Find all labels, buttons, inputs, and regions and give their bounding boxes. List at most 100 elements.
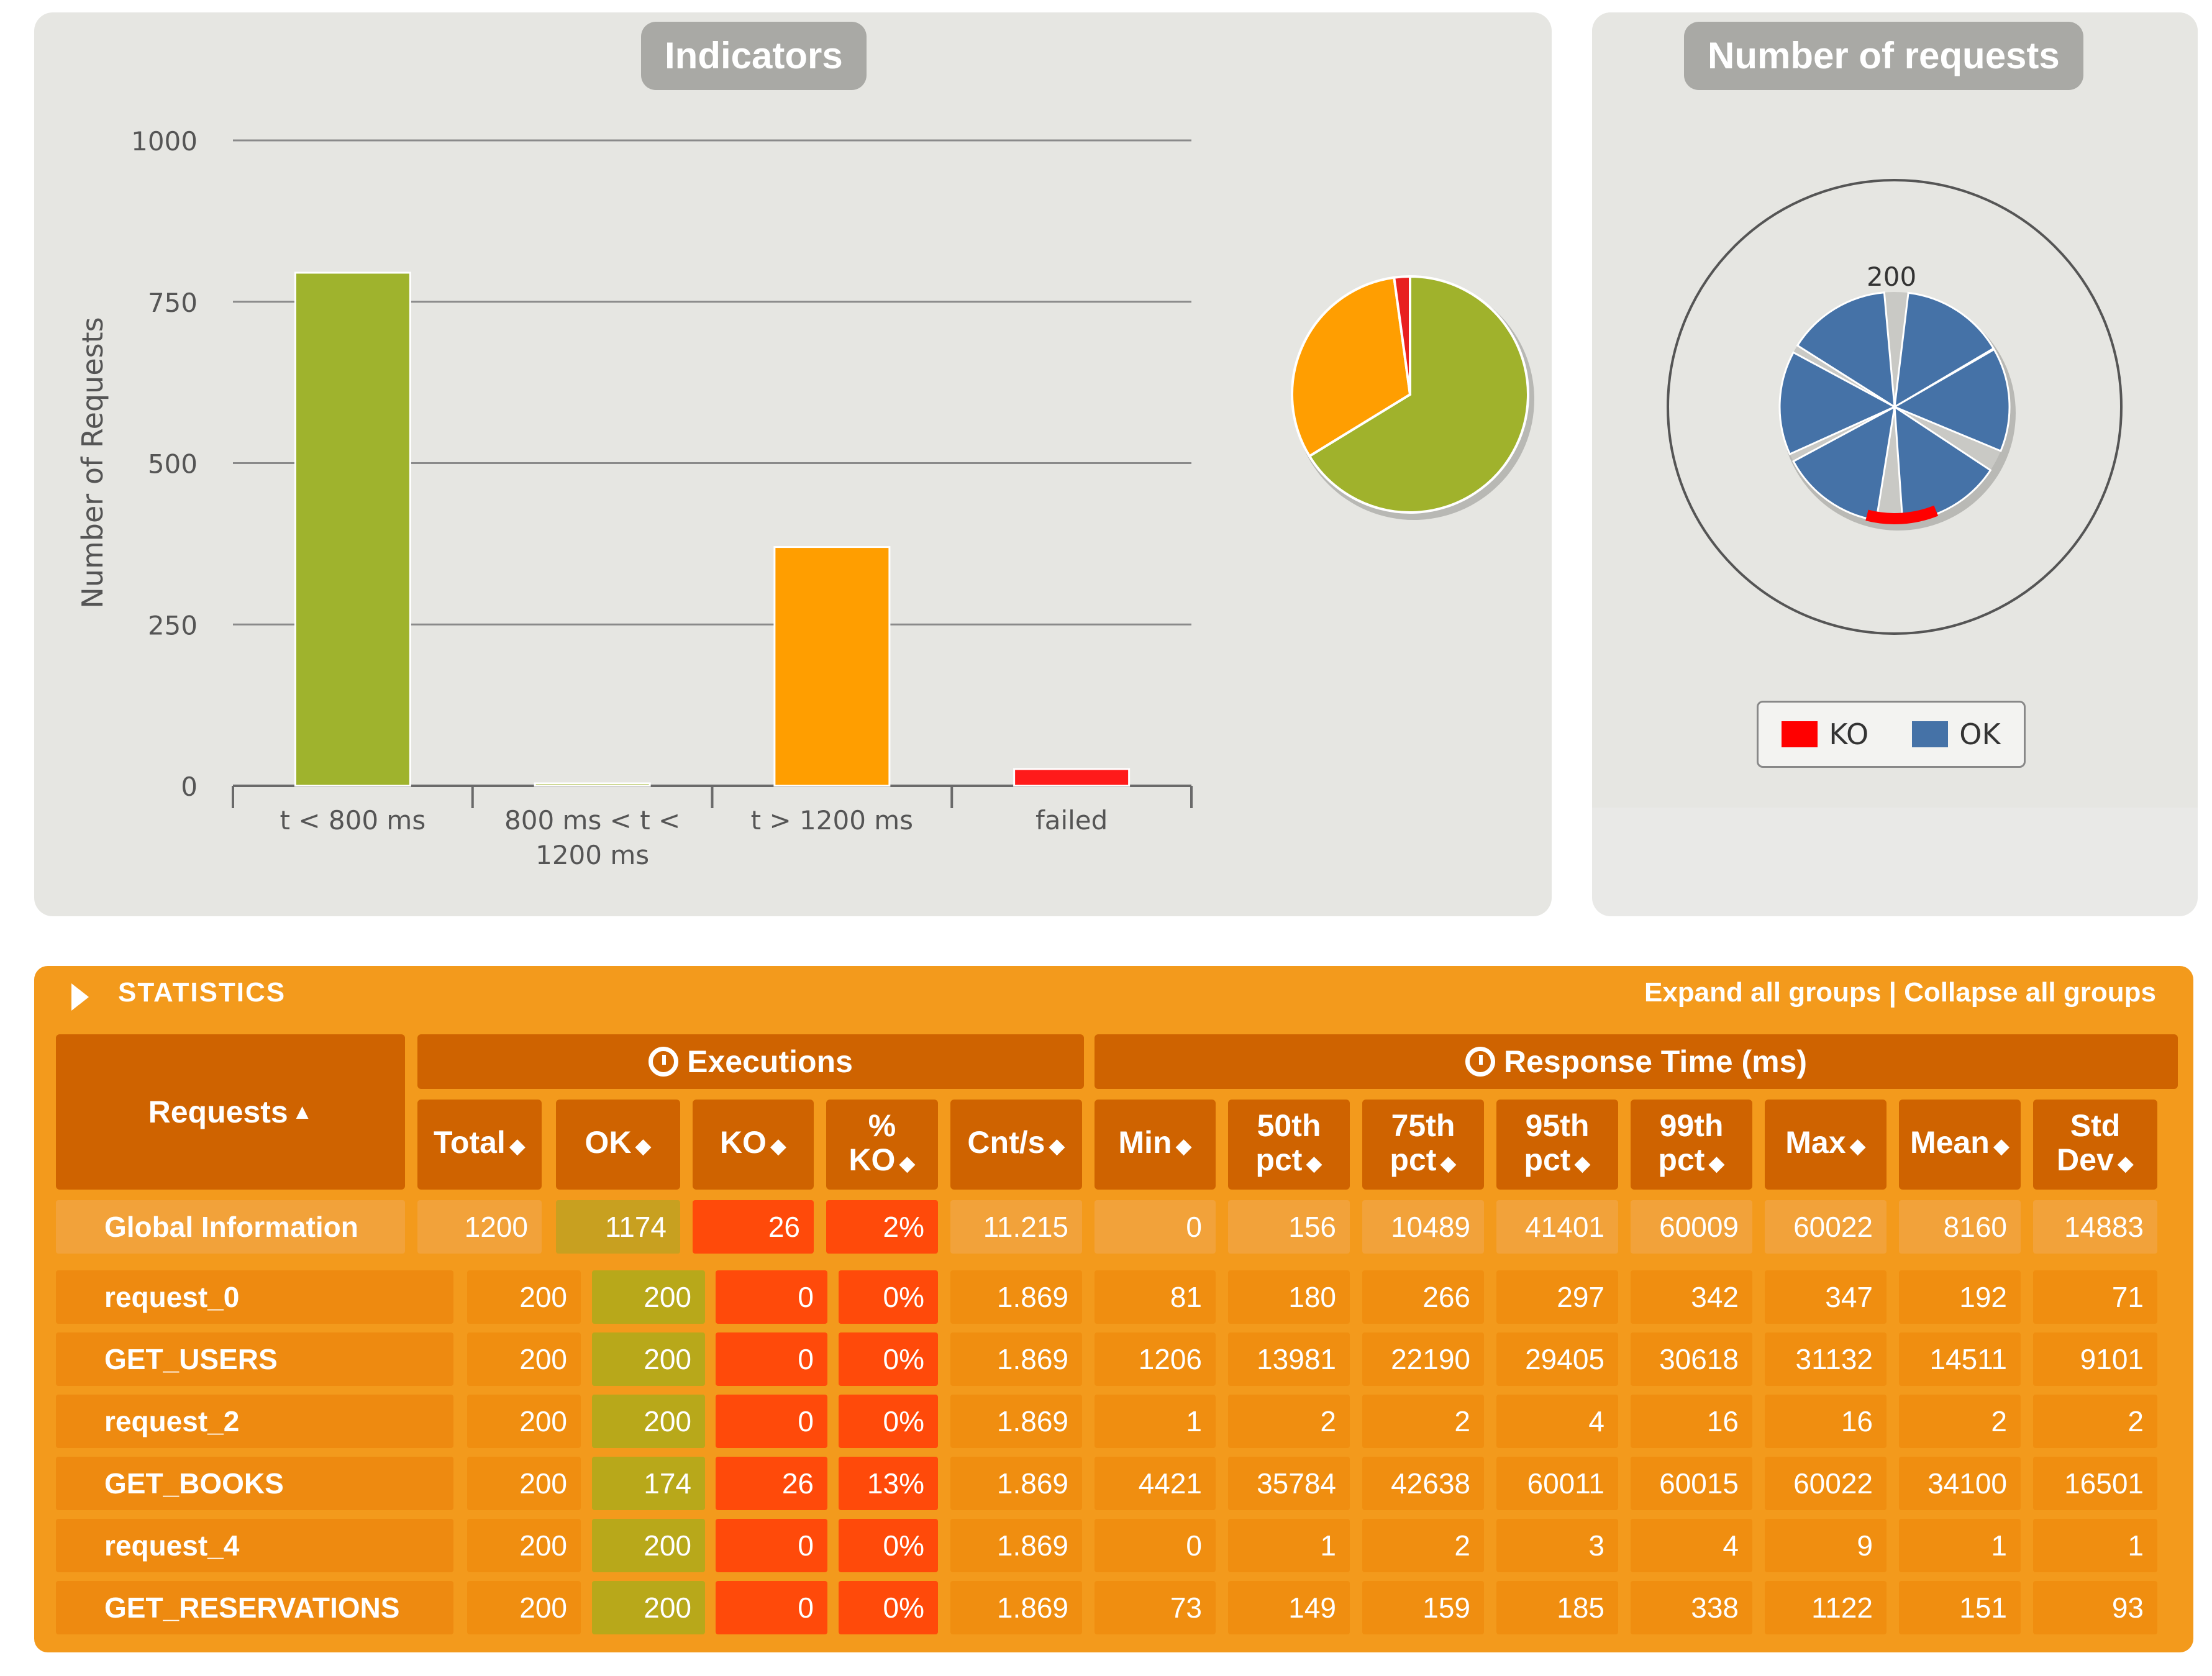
cell-50th-pct: 180 <box>1228 1270 1350 1324</box>
cell-ko: 0 <box>716 1332 827 1386</box>
cell-99th-pct: 342 <box>1631 1270 1752 1324</box>
requests-legend[interactable]: KO OK <box>1757 701 2026 768</box>
column-header-99th-pct[interactable]: 99th pct ◆ <box>1631 1100 1752 1190</box>
collapse-toggle-icon[interactable] <box>71 983 89 1011</box>
cell-cnt-s: 1.869 <box>950 1270 1082 1324</box>
cell-min: 1 <box>1095 1395 1216 1448</box>
column-header-label: Cnt/s <box>967 1125 1045 1160</box>
column-header-50th-pct[interactable]: 50th pct ◆ <box>1228 1100 1350 1190</box>
global-information-row-label[interactable]: Global Information <box>56 1200 405 1254</box>
cell--ko: 0% <box>839 1270 938 1324</box>
pie-slice-0 <box>1308 275 1530 514</box>
cell-cnt-s: 1.869 <box>950 1581 1082 1634</box>
column-header-line: pct ◆ <box>1658 1142 1724 1181</box>
cell-cnt-s: 1.869 <box>950 1395 1082 1448</box>
column-header-line: KO ◆ <box>720 1126 786 1164</box>
statistics-panel: STATISTICS Expand all groups | Collapse … <box>34 966 2193 1652</box>
cell-min: 0 <box>1095 1519 1216 1572</box>
cell-99th-pct: 16 <box>1631 1395 1752 1448</box>
cell-50th-pct: 149 <box>1228 1581 1350 1634</box>
y-tick-label: 1000 <box>131 126 198 157</box>
request-name[interactable]: GET_BOOKS <box>56 1457 453 1510</box>
column-header-cnt-s[interactable]: Cnt/s ◆ <box>950 1100 1082 1190</box>
expand-all-groups-link[interactable]: Expand all groups <box>1644 977 1882 1008</box>
cell-ko: 26 <box>716 1457 827 1510</box>
column-header-std-dev[interactable]: Std Dev ◆ <box>2033 1100 2157 1190</box>
cell-95th-pct: 4 <box>1496 1395 1618 1448</box>
column-header-label: Max <box>1785 1125 1846 1160</box>
x-tick-label: 1200 ms <box>535 840 649 870</box>
request-name[interactable]: request_2 <box>56 1395 453 1448</box>
y-tick-label: 0 <box>181 772 198 802</box>
executions-header: Executions <box>417 1034 1084 1089</box>
cell-max: 60022 <box>1765 1200 1887 1254</box>
cell-std-dev: 16501 <box>2033 1457 2157 1510</box>
sort-icon: ◆ <box>1306 1151 1322 1175</box>
column-header-total[interactable]: Total ◆ <box>417 1100 542 1190</box>
cell-cnt-s: 1.869 <box>950 1457 1082 1510</box>
request-name[interactable]: GET_RESERVATIONS <box>56 1581 453 1634</box>
cell-ok: 200 <box>592 1519 705 1572</box>
cell-75th-pct: 266 <box>1362 1270 1484 1324</box>
column-header-95th-pct[interactable]: 95th pct ◆ <box>1496 1100 1618 1190</box>
statistics-title: STATISTICS <box>118 977 286 1008</box>
sort-icon: ◆ <box>1440 1151 1457 1175</box>
column-header-ko[interactable]: KO ◆ <box>693 1100 814 1190</box>
column-header-label: OK <box>585 1125 632 1160</box>
polar-ko-segment <box>1865 505 1939 524</box>
request-name[interactable]: GET_USERS <box>56 1332 453 1386</box>
cell-mean: 1 <box>1899 1519 2021 1572</box>
cell-50th-pct: 35784 <box>1228 1457 1350 1510</box>
column-header-75th-pct[interactable]: 75th pct ◆ <box>1362 1100 1484 1190</box>
legend-swatch-ok <box>1912 721 1949 747</box>
cell-cnt-s: 1.869 <box>950 1332 1082 1386</box>
cell--ko: 0% <box>839 1395 938 1448</box>
requests-column-header[interactable]: Requests ▲ <box>56 1034 405 1190</box>
polar-ok-segment <box>1893 291 1995 409</box>
cell-mean: 14511 <box>1899 1332 2021 1386</box>
sort-icon: ◆ <box>2117 1151 2134 1175</box>
response-time-header: Response Time (ms) <box>1095 1034 2178 1089</box>
cell--ko: 2% <box>826 1200 938 1254</box>
cell-75th-pct: 159 <box>1362 1581 1484 1634</box>
cell-75th-pct: 2 <box>1362 1519 1484 1572</box>
cell-ok: 200 <box>592 1395 705 1448</box>
column-header-max[interactable]: Max ◆ <box>1765 1100 1887 1190</box>
polar-axis-label: 200 <box>1867 262 1916 292</box>
request-name[interactable]: request_0 <box>56 1270 453 1324</box>
column-header-ok[interactable]: OK ◆ <box>556 1100 680 1190</box>
cell-total: 200 <box>467 1332 581 1386</box>
column-header--ko[interactable]: % KO ◆ <box>826 1100 938 1190</box>
column-header-mean[interactable]: Mean ◆ <box>1899 1100 2021 1190</box>
x-tick-label: t > 1200 ms <box>751 805 913 836</box>
cell-std-dev: 1 <box>2033 1519 2157 1572</box>
cell-std-dev: 14883 <box>2033 1200 2157 1254</box>
polar-outer-ring <box>1667 179 2123 635</box>
legend-item-ok[interactable]: OK <box>1912 717 2001 751</box>
y-tick-label: 500 <box>148 449 198 480</box>
cell-min: 81 <box>1095 1270 1216 1324</box>
column-header-line: KO ◆ <box>849 1142 916 1181</box>
cell-min: 1206 <box>1095 1332 1216 1386</box>
cell-mean: 151 <box>1899 1581 2021 1634</box>
legend-item-ko[interactable]: KO <box>1782 717 1868 751</box>
column-header-label: Min <box>1118 1125 1172 1160</box>
request-name[interactable]: request_4 <box>56 1519 453 1572</box>
column-header-min[interactable]: Min ◆ <box>1095 1100 1216 1190</box>
cell-50th-pct: 2 <box>1228 1395 1350 1448</box>
sort-icon: ◆ <box>899 1151 916 1175</box>
requests-header-label: Requests <box>148 1094 288 1129</box>
sort-icon: ◆ <box>509 1134 526 1158</box>
collapse-all-groups-link[interactable]: Collapse all groups <box>1904 977 2156 1008</box>
cell-std-dev: 2 <box>2033 1395 2157 1448</box>
cell-min: 0 <box>1095 1200 1216 1254</box>
cell-50th-pct: 13981 <box>1228 1332 1350 1386</box>
cell-max: 60022 <box>1765 1457 1887 1510</box>
column-header-label: Mean <box>1910 1125 1990 1160</box>
cell-cnt-s: 1.869 <box>950 1519 1082 1572</box>
column-header-line: Std <box>2070 1108 2121 1143</box>
polar-ok-segment <box>1796 291 1896 409</box>
cell-ko: 0 <box>716 1270 827 1324</box>
cell-99th-pct: 4 <box>1631 1519 1752 1572</box>
column-header-line: 50th <box>1257 1108 1321 1143</box>
